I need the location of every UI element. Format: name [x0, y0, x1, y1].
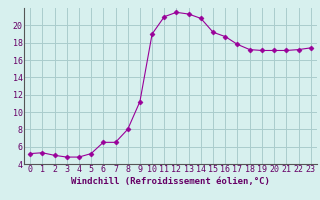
X-axis label: Windchill (Refroidissement éolien,°C): Windchill (Refroidissement éolien,°C)	[71, 177, 270, 186]
